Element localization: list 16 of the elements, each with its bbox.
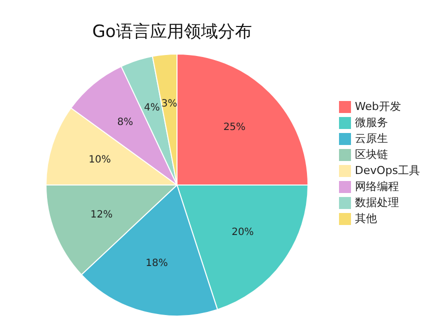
- legend-label: 云原生: [354, 131, 388, 147]
- legend-label: 其他: [354, 211, 377, 227]
- legend-label: 微服务: [354, 115, 388, 131]
- legend-label: 数据处理: [354, 195, 399, 211]
- data-label: 12%: [90, 209, 113, 220]
- data-label: 20%: [232, 227, 254, 238]
- data-label: 8%: [117, 116, 134, 128]
- data-label: 10%: [88, 154, 111, 166]
- data-label: 25%: [223, 122, 246, 134]
- legend-label: 区块链: [354, 147, 388, 163]
- legend-label: Web开发: [354, 99, 401, 115]
- chart-title: Go语言应用领域分布: [91, 21, 253, 43]
- legend-label: DevOps工具: [354, 163, 420, 179]
- data-label: 4%: [144, 102, 160, 114]
- legend-label: 网络编程: [354, 179, 399, 195]
- data-label: 18%: [146, 258, 168, 270]
